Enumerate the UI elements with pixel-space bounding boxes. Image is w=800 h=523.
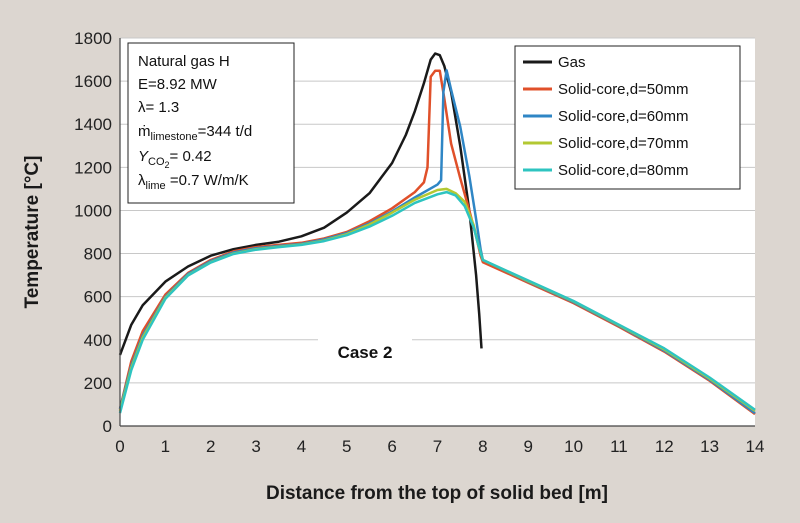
legend-label: Solid-core,d=70mm xyxy=(558,135,688,152)
x-tick-label: 3 xyxy=(251,437,260,456)
legend-label: Gas xyxy=(558,54,586,71)
info-box: Natural gas H E=8.92 MW λ= 1.3 ṁlimeston… xyxy=(127,42,295,204)
legend-label: Solid-core,d=60mm xyxy=(558,108,688,125)
axes xyxy=(119,38,755,427)
y-tick-label: 1200 xyxy=(74,158,112,177)
info-limestone-flow: ṁlimestone=344 t/d xyxy=(138,123,252,143)
legend-label: Solid-core,d=80mm xyxy=(558,162,688,179)
x-tick-label: 8 xyxy=(478,437,487,456)
case-label: Case 2 xyxy=(338,343,393,362)
x-tick-label: 11 xyxy=(610,437,628,456)
x-tick-label: 12 xyxy=(655,437,674,456)
y-tick-label: 400 xyxy=(84,331,112,350)
series-group xyxy=(118,52,756,416)
y-tick-label: 1400 xyxy=(74,115,112,134)
x-tick-label: 9 xyxy=(523,437,532,456)
x-tick-label: 5 xyxy=(342,437,351,456)
tick-labels: 0 1 2 3 4 5 6 7 8 9 10 11 12 13 1402004006008001000120… xyxy=(74,29,764,456)
x-tick-label: 7 xyxy=(433,437,442,456)
case-annotation: Case 2 xyxy=(318,334,412,370)
series-line-gas xyxy=(118,52,483,356)
info-co2-fraction: YCO2= 0.42 xyxy=(138,148,212,170)
x-axis-title: Distance from the top of solid bed [m] xyxy=(266,483,608,504)
info-lime-conductivity: λlime =0.7 W/m/K xyxy=(138,172,249,192)
info-energy: E=8.92 MW xyxy=(138,76,218,93)
x-tick-label: 6 xyxy=(387,437,396,456)
y-tick-label: 1600 xyxy=(74,72,112,91)
x-tick-label: 0 xyxy=(115,437,124,456)
info-lambda: λ= 1.3 xyxy=(138,99,179,116)
y-tick-label: 800 xyxy=(84,245,112,264)
x-tick-label: 10 xyxy=(564,437,583,456)
legend: Gas Solid-core,d=50mm Solid-core,d=60mm Sol… xyxy=(514,45,741,190)
y-axis-title: Temperature [°C] xyxy=(22,156,43,309)
y-tick-label: 1000 xyxy=(74,201,112,220)
info-fuel: Natural gas H xyxy=(138,53,230,70)
x-tick-label: 2 xyxy=(206,437,215,456)
x-tick-label: 4 xyxy=(297,437,306,456)
x-tick-label: 1 xyxy=(161,437,170,456)
legend-label: Solid-core,d=50mm xyxy=(558,81,688,98)
x-tick-label: 13 xyxy=(700,437,719,456)
series-line-solid-core-d-80mm xyxy=(118,190,756,414)
x-tick-label: 14 xyxy=(746,437,765,456)
y-tick-label: 0 xyxy=(103,417,112,436)
y-tick-label: 1800 xyxy=(74,29,112,48)
y-tick-label: 600 xyxy=(84,288,112,307)
y-tick-label: 200 xyxy=(84,374,112,393)
